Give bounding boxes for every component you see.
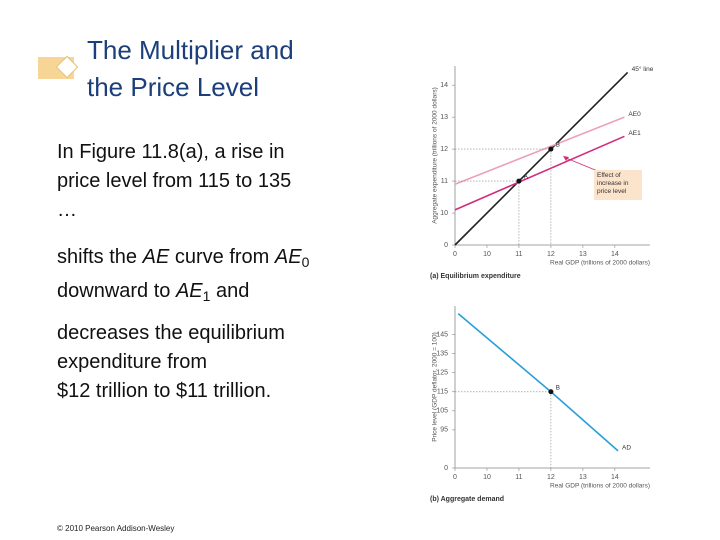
paragraph: shifts the AE curve from AE0 downward to… bbox=[57, 243, 309, 311]
x-tick-label: 0 bbox=[453, 251, 457, 258]
line bbox=[457, 313, 619, 452]
paragraph: decreases the equilibrium expenditure fr… bbox=[57, 319, 285, 406]
subscript: 0 bbox=[301, 254, 310, 270]
text: shifts the bbox=[57, 246, 143, 268]
y-tick-label: 135 bbox=[436, 350, 448, 357]
x-tick-label: 11 bbox=[515, 474, 522, 481]
text-line: … bbox=[57, 199, 77, 221]
guide-line bbox=[455, 391, 552, 468]
title: The Multiplier and the Price Level bbox=[87, 32, 294, 106]
x-tick-label: 14 bbox=[611, 251, 619, 258]
x-tick-label: 12 bbox=[547, 474, 555, 481]
text-line: In Figure 11.8(a), a rise in bbox=[57, 141, 285, 163]
x-tick-label: 10 bbox=[483, 474, 491, 481]
text-line: downward to AE1 and bbox=[57, 277, 309, 311]
series-label: 45° line bbox=[632, 65, 654, 73]
y-tick-label: 0 bbox=[444, 465, 448, 472]
series-label: AE1 bbox=[628, 130, 641, 137]
text: and bbox=[210, 280, 250, 302]
y-axis-label: Price level (GDP deflator, 2000 = 100) bbox=[432, 332, 439, 442]
text-line: decreases the equilibrium bbox=[57, 322, 285, 344]
y-tick-label: 125 bbox=[436, 370, 448, 377]
point-label: A bbox=[524, 175, 528, 181]
guide-line bbox=[455, 148, 552, 245]
text-line: expenditure from bbox=[57, 351, 208, 373]
text-line: shifts the AE curve from AE0 bbox=[57, 243, 309, 277]
subscript: 1 bbox=[202, 288, 211, 304]
text-line: $12 trillion to $11 trillion. bbox=[57, 380, 272, 402]
y-tick-label: 105 bbox=[436, 408, 448, 415]
point-label: B bbox=[556, 143, 560, 149]
line bbox=[454, 135, 625, 211]
text: AE bbox=[175, 280, 203, 302]
annotation: Effect of increase in price level bbox=[594, 170, 642, 200]
arrow-head bbox=[563, 156, 569, 161]
x-tick-label: 0 bbox=[453, 474, 457, 481]
line bbox=[454, 71, 629, 246]
series-label: AE0 bbox=[628, 111, 641, 118]
annotation-box: Effect of increase in price level bbox=[594, 170, 642, 200]
text-line: price level from 115 to 135 bbox=[57, 170, 292, 192]
line bbox=[454, 116, 625, 186]
title-line: The Multiplier and bbox=[87, 35, 294, 65]
x-axis-label: Real GDP (trillions of 2000 dollars) bbox=[550, 260, 650, 267]
y-tick-label: 115 bbox=[437, 389, 448, 396]
x-tick-label: 14 bbox=[611, 474, 619, 481]
point bbox=[516, 178, 522, 184]
x-tick-label: 10 bbox=[483, 251, 491, 258]
y-tick-label: 14 bbox=[440, 82, 448, 89]
caption: (a) Equilibrium expenditure bbox=[430, 273, 521, 280]
point-label: B bbox=[556, 385, 560, 391]
point bbox=[548, 389, 554, 395]
x-axis-label: Real GDP (trillions of 2000 dollars) bbox=[550, 483, 650, 490]
x-tick-label: 11 bbox=[515, 251, 522, 258]
text: AE bbox=[274, 246, 302, 268]
text: AE bbox=[142, 246, 170, 268]
y-tick-label: 12 bbox=[440, 146, 448, 153]
text: downward to bbox=[57, 280, 176, 302]
y-tick-label: 95 bbox=[440, 427, 448, 434]
x-tick-label: 13 bbox=[579, 251, 587, 258]
y-tick-label: 11 bbox=[441, 178, 448, 185]
series-label: AD bbox=[622, 445, 631, 452]
y-tick-label: 13 bbox=[440, 114, 448, 121]
caption: (b) Aggregate demand bbox=[430, 496, 504, 503]
point bbox=[548, 146, 554, 152]
y-tick-label: 10 bbox=[440, 210, 448, 217]
y-tick-label: 145 bbox=[436, 331, 448, 338]
y-tick-label: 0 bbox=[444, 242, 448, 249]
title-line: the Price Level bbox=[87, 72, 259, 102]
paragraph: In Figure 11.8(a), a rise in price level… bbox=[57, 138, 291, 225]
x-tick-label: 13 bbox=[579, 474, 587, 481]
arrow bbox=[565, 157, 601, 173]
y-axis-label: Aggregate expenditure (trillions of 2000… bbox=[432, 87, 439, 224]
text: curve from bbox=[169, 246, 275, 268]
footer: © 2010 Pearson Addison-Wesley bbox=[57, 524, 175, 533]
x-tick-label: 12 bbox=[547, 251, 555, 258]
